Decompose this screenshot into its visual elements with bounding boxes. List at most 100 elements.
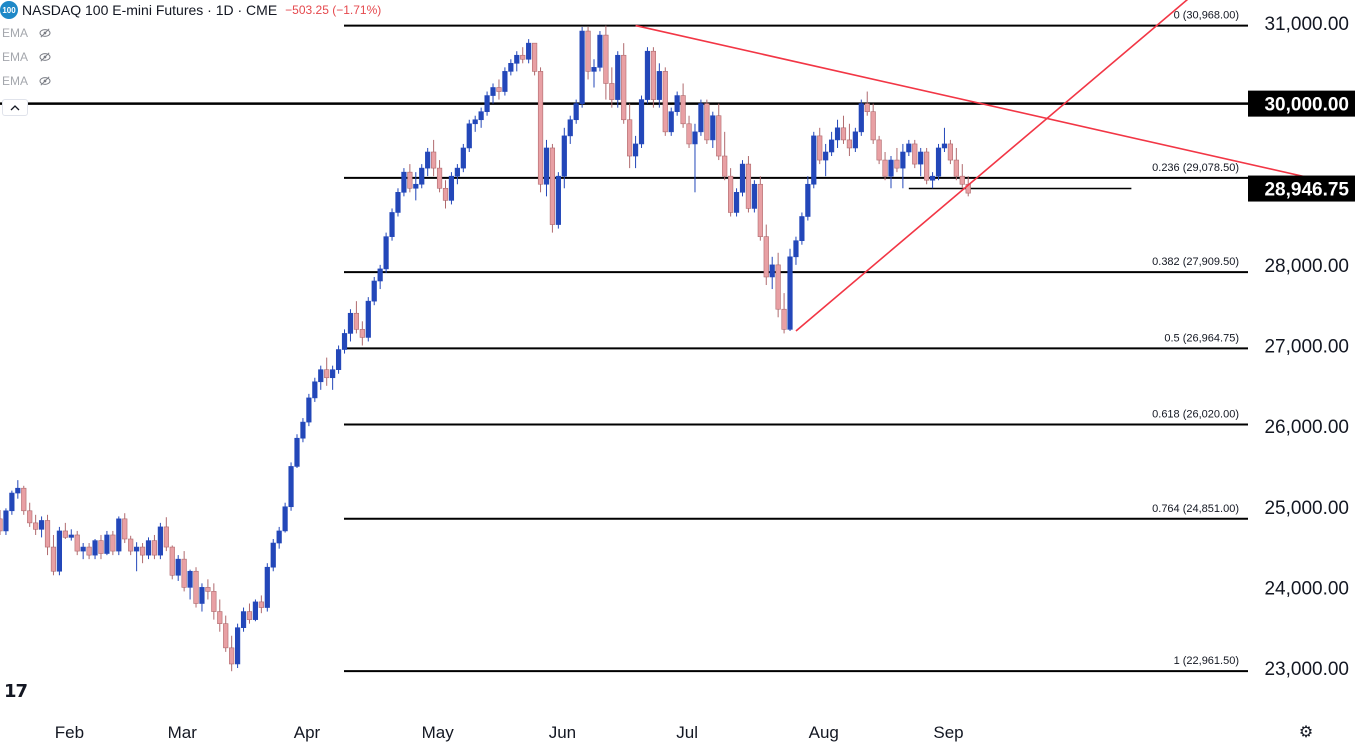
x-tick-label: Aug <box>809 723 839 742</box>
candle-up <box>330 369 336 379</box>
candle-up <box>454 167 460 177</box>
candle-up <box>472 119 478 125</box>
candle-down <box>722 155 728 177</box>
candle-down <box>537 71 544 185</box>
candle-down <box>431 151 437 169</box>
candle-down <box>211 591 217 612</box>
candle-up <box>401 171 407 193</box>
price-label-bg <box>1248 175 1355 202</box>
eye-slash-icon[interactable] <box>38 52 52 62</box>
candle-down <box>603 34 609 84</box>
collapse-legend-button[interactable] <box>2 99 28 116</box>
trendline-resistance <box>635 24 1355 189</box>
candle-down <box>324 369 330 379</box>
candle-down <box>27 510 33 524</box>
candle-up <box>282 506 288 532</box>
candle-down <box>882 159 888 177</box>
collapse-icon <box>10 104 20 110</box>
candle-down <box>531 42 538 72</box>
candle-up <box>478 111 484 121</box>
candle-up <box>799 216 805 241</box>
candle-down <box>407 171 413 189</box>
candle-up <box>929 175 936 181</box>
candle-up <box>739 163 746 193</box>
symbol-header[interactable]: 100 NASDAQ 100 E-mini Futures · 1D · CME… <box>0 0 381 20</box>
candle-up <box>365 300 371 338</box>
candle-down <box>650 50 656 100</box>
candle-down <box>359 329 365 338</box>
candle-up <box>294 437 300 467</box>
candle-down <box>585 30 591 72</box>
symbol-badge: 100 <box>0 1 18 19</box>
y-tick-label: 31,000.00 <box>1264 14 1349 35</box>
candle-up <box>769 264 775 278</box>
candle-up <box>490 87 496 96</box>
eye-slash-icon[interactable] <box>38 28 52 38</box>
candle-down <box>621 54 627 121</box>
candle-up <box>900 151 906 169</box>
candle-up <box>318 369 324 383</box>
candle-up <box>834 127 841 141</box>
candle-up <box>656 71 662 100</box>
eye-slash-icon[interactable] <box>38 76 52 86</box>
indicator-label: EMA <box>2 50 29 64</box>
candle-down <box>894 159 900 169</box>
candle-down <box>840 127 847 141</box>
y-tick-label: 28,000.00 <box>1264 256 1349 277</box>
candle-up <box>235 627 241 665</box>
time-axis[interactable]: Feb Mar Apr May Jun Jul Aug Sep <box>55 723 964 742</box>
candle-up <box>555 175 561 225</box>
candle-down <box>50 546 57 572</box>
candle-up <box>264 566 270 608</box>
price-axis[interactable]: 23,000.00 24,000.00 25,000.00 26,000.00 27,0… <box>1248 14 1355 680</box>
y-tick-label: 26,000.00 <box>1264 417 1349 438</box>
y-tick-label: 24,000.00 <box>1264 578 1349 599</box>
candle-down <box>686 123 692 145</box>
indicator-ema-2[interactable]: EMA <box>2 50 52 64</box>
candle-up <box>710 115 716 141</box>
candle-down <box>763 236 769 278</box>
indicator-ema-1[interactable]: EMA <box>2 26 52 40</box>
x-tick-label: Sep <box>933 723 963 742</box>
candle-up <box>3 510 9 532</box>
candle-down <box>246 611 253 620</box>
candle-up <box>347 312 354 334</box>
candle-down <box>817 135 823 161</box>
candle-up <box>335 349 342 370</box>
settings-icon[interactable]: ⚙ <box>1298 722 1314 741</box>
candle-up <box>526 42 532 60</box>
candle-up <box>514 54 520 64</box>
x-tick-label: Jun <box>549 723 576 742</box>
tradingview-logo[interactable]: 17 <box>4 681 28 702</box>
candle-up <box>698 103 704 133</box>
candle-down <box>436 167 443 189</box>
candle-up <box>252 601 259 620</box>
candle-down <box>151 540 158 556</box>
candle-down <box>122 518 128 540</box>
candle-up <box>419 167 425 185</box>
candle-down <box>169 546 175 576</box>
candle-up <box>116 518 122 552</box>
candle-down <box>442 187 449 201</box>
candle-down <box>627 119 633 157</box>
candle-up <box>597 34 603 68</box>
candle-up <box>389 212 395 237</box>
candle-up <box>502 71 508 92</box>
symbol-title[interactable]: NASDAQ 100 E-mini Futures · 1D · CME <box>22 2 278 18</box>
candle-down <box>44 520 51 548</box>
candle-down <box>704 103 710 141</box>
candle-down <box>0 518 3 532</box>
candle-up <box>674 95 680 112</box>
candle-down <box>870 111 876 141</box>
candle-up <box>92 540 98 556</box>
x-tick-label: Mar <box>168 723 198 742</box>
candle-down <box>74 534 80 552</box>
indicator-ema-3[interactable]: EMA <box>2 74 52 88</box>
candle-up <box>692 131 698 145</box>
candle-down <box>223 623 229 649</box>
candle-up <box>615 54 621 100</box>
candle-up <box>288 466 294 508</box>
candle-up <box>733 192 740 213</box>
fib-label-0.618: 0.618 (26,020.00) <box>1152 409 1239 421</box>
